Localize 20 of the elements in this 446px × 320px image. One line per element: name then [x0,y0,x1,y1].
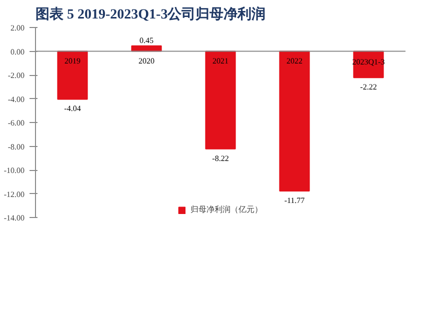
y-tick-label: 2.00 [10,24,24,32]
y-tick-label: -10.00 [4,166,25,175]
x-tick-label: 2019 [64,56,80,66]
x-tick-label: 2022 [286,56,302,66]
chart-title: 图表 5 2019-2023Q1-3公司归母净利润 [36,6,266,22]
data-label: -4.04 [64,104,81,114]
data-label: -11.77 [284,196,305,206]
data-label: 0.45 [140,36,154,45]
data-label: -2.22 [360,82,377,92]
y-tick-label: 0.00 [10,47,24,56]
x-tick-label: 2021 [212,56,228,66]
y-tick-label: -14.00 [4,214,25,222]
y-tick-label: -12.00 [4,190,25,199]
data-label: -8.22 [212,154,229,163]
y-tick-label: -8.00 [8,142,25,152]
y-tick-label: -4.00 [8,94,25,104]
y-tick-label: -2.00 [8,71,25,80]
y-tick-label: -6.00 [8,118,25,128]
legend-label: 归母净利润（亿元） [190,204,262,215]
x-tick-label: 2020 [138,56,154,66]
